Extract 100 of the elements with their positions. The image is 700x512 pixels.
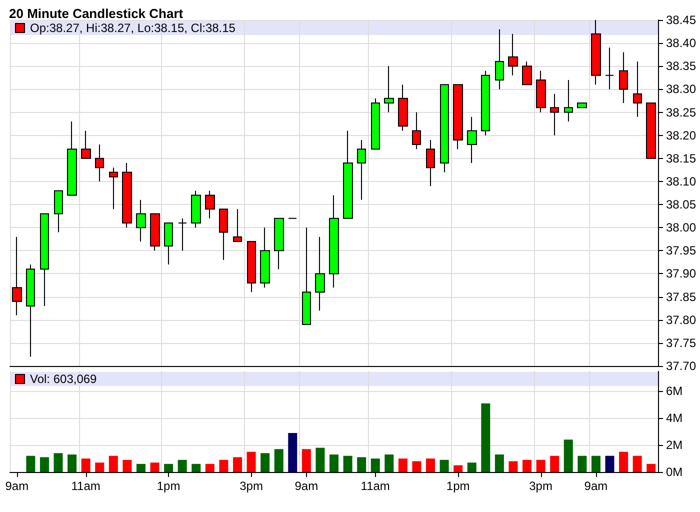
bar bbox=[330, 454, 338, 472]
x-tick-label: 1pm bbox=[156, 479, 180, 493]
y-tick-label: 38.10 bbox=[666, 174, 696, 188]
candlestick bbox=[453, 84, 463, 150]
bar bbox=[274, 449, 284, 472]
bar bbox=[357, 457, 366, 472]
y-tick-label: 4M bbox=[666, 411, 683, 426]
bar bbox=[302, 449, 311, 472]
y-tick-label: 38.45 bbox=[666, 13, 696, 27]
bar bbox=[632, 456, 642, 472]
candlestick bbox=[260, 227, 270, 288]
bar bbox=[192, 464, 201, 472]
candlestick bbox=[357, 139, 366, 200]
bar bbox=[316, 448, 325, 472]
candlestick bbox=[467, 116, 477, 164]
x-tick-label: 11am bbox=[71, 479, 100, 493]
bar bbox=[398, 458, 408, 472]
bar bbox=[370, 458, 380, 472]
bar bbox=[136, 464, 146, 472]
bar bbox=[384, 454, 394, 472]
bar bbox=[219, 460, 228, 472]
y-tick-label: 38.20 bbox=[666, 128, 696, 142]
candlestick bbox=[371, 98, 380, 150]
candlestick bbox=[274, 218, 284, 270]
candlestick bbox=[398, 84, 408, 132]
candlestick bbox=[495, 28, 504, 90]
candlestick bbox=[67, 120, 77, 196]
candlestick bbox=[233, 208, 242, 242]
y-tick-label: 2M bbox=[666, 438, 683, 452]
candlestick bbox=[178, 218, 187, 252]
bar bbox=[426, 458, 436, 472]
x-tick-label: 3pm bbox=[240, 479, 263, 493]
candlestick bbox=[481, 70, 490, 136]
bar bbox=[40, 457, 49, 472]
bar bbox=[260, 453, 270, 472]
candlestick bbox=[205, 190, 215, 219]
x-tick-label: 9am bbox=[584, 479, 608, 493]
bar bbox=[467, 462, 476, 472]
y-tick-label: 38.30 bbox=[666, 82, 696, 96]
candlestick bbox=[40, 213, 49, 307]
bar bbox=[232, 457, 242, 472]
y-tick-label: 38.15 bbox=[666, 151, 696, 166]
annotation: Vol: 603,069 bbox=[30, 372, 97, 386]
bar bbox=[150, 462, 160, 472]
y-tick-label: 38.40 bbox=[666, 36, 696, 50]
bar bbox=[95, 462, 104, 472]
x-tick-label: 1pm bbox=[446, 479, 470, 493]
candlestick bbox=[605, 47, 614, 90]
y-tick-label: 6M bbox=[666, 384, 683, 398]
x-tick-label: 9am bbox=[5, 479, 29, 493]
y-tick-label: 38.05 bbox=[666, 198, 696, 212]
candlestick bbox=[136, 199, 146, 242]
bar bbox=[246, 452, 256, 472]
x-tick-label: 11am bbox=[360, 479, 390, 493]
candlestick bbox=[440, 84, 449, 173]
bar bbox=[564, 440, 573, 472]
candlestick bbox=[591, 20, 601, 86]
candlestick bbox=[426, 139, 435, 187]
bar bbox=[205, 464, 214, 472]
candlestick bbox=[109, 167, 118, 210]
candlestick bbox=[191, 190, 201, 228]
candlestick bbox=[81, 130, 91, 159]
candlestick bbox=[122, 162, 132, 228]
bar bbox=[26, 456, 36, 472]
candlestick bbox=[315, 236, 325, 312]
bar bbox=[619, 452, 628, 472]
bar bbox=[536, 460, 546, 472]
candlestick bbox=[329, 194, 339, 288]
candlestick bbox=[577, 102, 587, 108]
candlestick bbox=[522, 61, 532, 86]
y-tick-label: 37.85 bbox=[666, 290, 696, 304]
bar bbox=[605, 456, 614, 472]
bar bbox=[591, 456, 600, 472]
candlestick bbox=[508, 33, 518, 76]
candlestick bbox=[26, 264, 35, 358]
candlestick bbox=[95, 144, 104, 182]
bar bbox=[508, 461, 518, 472]
bar bbox=[578, 456, 587, 472]
y-tick-label: 37.80 bbox=[666, 312, 696, 327]
candlestick bbox=[219, 208, 228, 260]
bar bbox=[81, 458, 90, 472]
x-tick-label: 3pm bbox=[529, 479, 552, 493]
candlestick bbox=[633, 61, 642, 118]
candlestick bbox=[550, 93, 559, 136]
candlestick bbox=[619, 52, 628, 104]
y-tick-label: 37.70 bbox=[666, 359, 696, 373]
candlestick bbox=[646, 102, 656, 159]
x-tick-label: 9am bbox=[294, 479, 318, 493]
bar bbox=[122, 460, 132, 472]
candlestick bbox=[302, 227, 311, 325]
bar bbox=[522, 460, 532, 472]
candlestick bbox=[54, 190, 63, 233]
candlestick bbox=[12, 236, 22, 316]
bar bbox=[288, 432, 298, 472]
bar bbox=[178, 460, 187, 472]
candlestick bbox=[412, 112, 421, 150]
candlestick bbox=[384, 66, 394, 113]
candlestick bbox=[164, 222, 173, 266]
bar bbox=[440, 460, 449, 472]
annotation: Op:38.27, Hi:38.27, Lo:38.15, Cl:38.15 bbox=[30, 21, 236, 35]
